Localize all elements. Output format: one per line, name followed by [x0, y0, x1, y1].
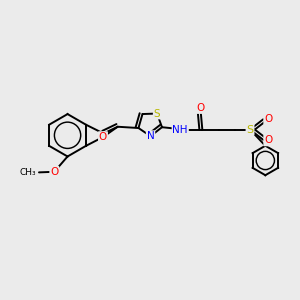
- Text: S: S: [154, 109, 160, 118]
- Text: O: O: [99, 132, 107, 142]
- Text: O: O: [264, 114, 272, 124]
- Text: S: S: [247, 124, 254, 135]
- Text: O: O: [264, 136, 272, 146]
- Text: N: N: [147, 131, 154, 141]
- Text: CH₃: CH₃: [20, 168, 36, 177]
- Text: NH: NH: [172, 124, 188, 135]
- Text: O: O: [197, 103, 205, 113]
- Text: O: O: [50, 167, 58, 177]
